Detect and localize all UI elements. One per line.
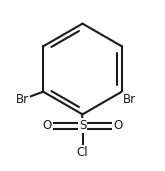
Text: O: O [42,119,52,132]
Text: O: O [113,119,123,132]
Text: Br: Br [122,93,136,106]
Text: Cl: Cl [77,146,88,159]
Text: S: S [79,119,86,132]
Text: Br: Br [16,93,29,106]
